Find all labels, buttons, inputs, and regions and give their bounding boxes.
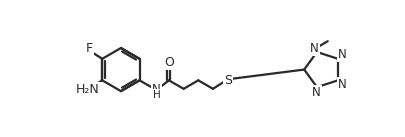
Text: S: S [224, 74, 232, 87]
Text: N: N [312, 86, 321, 99]
Text: N: N [338, 48, 347, 61]
Text: N: N [310, 42, 319, 55]
Text: O: O [164, 56, 174, 69]
Text: H: H [153, 90, 160, 100]
Text: N: N [152, 83, 161, 96]
Text: F: F [85, 42, 93, 55]
Text: N: N [338, 78, 347, 91]
Text: H₂N: H₂N [76, 83, 100, 96]
